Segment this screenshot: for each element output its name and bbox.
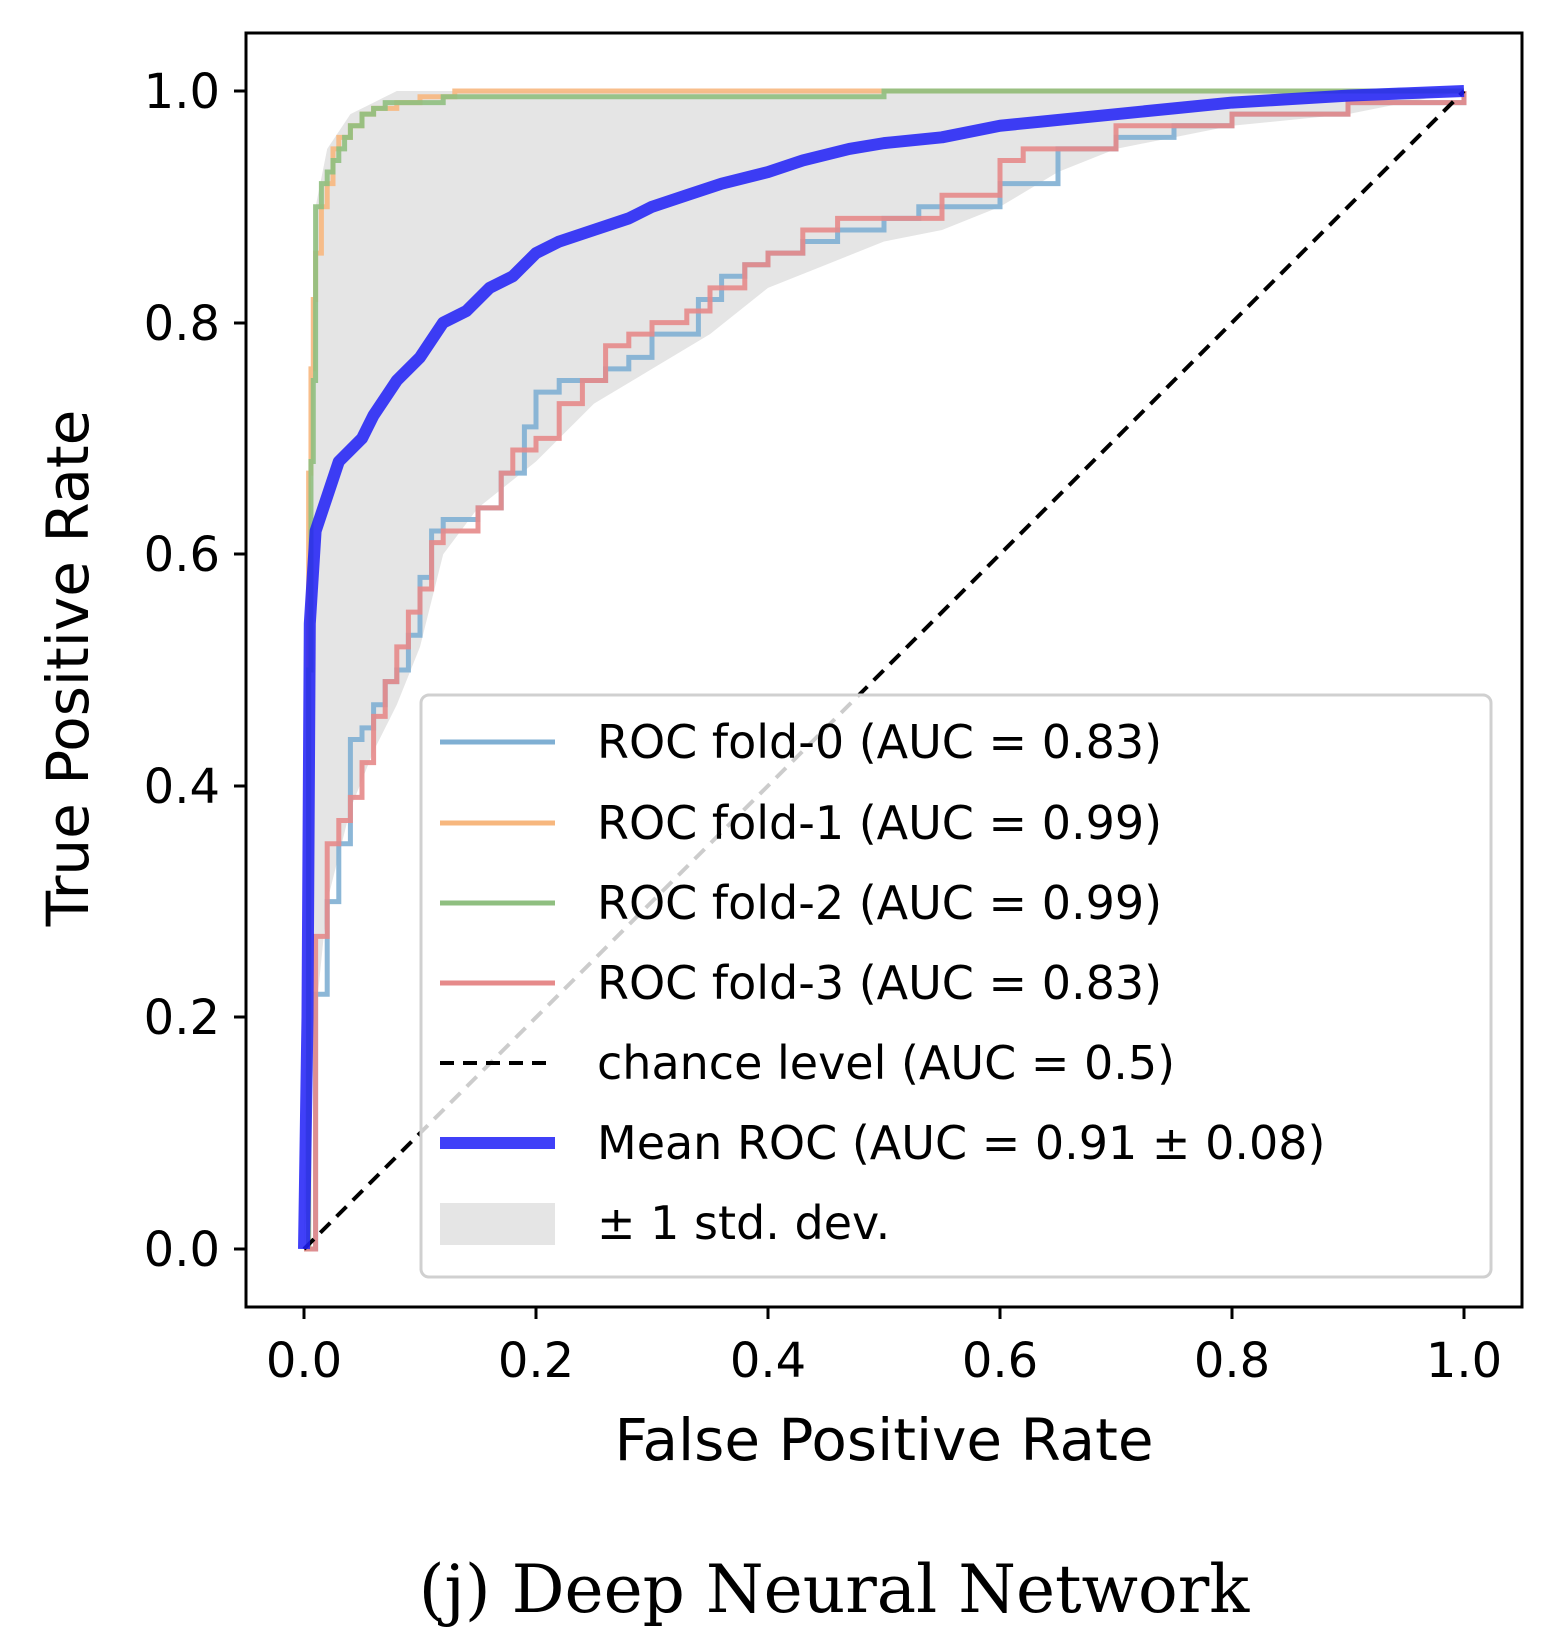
roc-fold-2-line xyxy=(304,88,1464,1252)
y-tick-label: 1.0 xyxy=(144,64,220,120)
x-tick-label: 0.0 xyxy=(266,1333,342,1389)
x-tick-label: 1.0 xyxy=(1426,1333,1502,1389)
legend-label-fold-2: ROC fold-2 (AUC = 0.99) xyxy=(597,876,1162,930)
x-tick-label: 0.2 xyxy=(498,1333,574,1389)
y-tick-label: 0.8 xyxy=(144,296,220,352)
legend-label-mean: Mean ROC (AUC = 0.91 ± 0.08) xyxy=(597,1116,1325,1170)
x-axis: 0.0 0.2 0.4 0.6 0.8 1.0 False Positive R… xyxy=(266,1307,1502,1474)
y-tick-label: 0.0 xyxy=(144,1222,220,1278)
x-axis-label: False Positive Rate xyxy=(614,1406,1153,1474)
legend-label-fold-3: ROC fold-3 (AUC = 0.83) xyxy=(597,956,1162,1010)
chance-level-line xyxy=(302,89,1466,1251)
x-tick-label: 0.8 xyxy=(1194,1333,1270,1389)
y-tick-label: 0.6 xyxy=(144,527,220,583)
axes-frame xyxy=(244,31,1524,1309)
x-tick-label: 0.6 xyxy=(962,1333,1038,1389)
y-axis: 0.0 0.2 0.4 0.6 0.8 1.0 True Positive Ra… xyxy=(34,64,246,1278)
roc-fold-3-line xyxy=(304,91,1467,1252)
legend-label-fold-0: ROC fold-0 (AUC = 0.83) xyxy=(597,715,1162,769)
y-axis-label: True Positive Rate xyxy=(34,410,102,928)
legend-label-std: ± 1 std. dev. xyxy=(597,1196,890,1250)
legend-label-fold-1: ROC fold-1 (AUC = 0.99) xyxy=(597,796,1162,850)
legend-swatch-std xyxy=(440,1203,555,1245)
x-tick-label: 0.4 xyxy=(730,1333,806,1389)
y-tick-label: 0.4 xyxy=(144,759,220,815)
y-tick-label: 0.2 xyxy=(144,990,220,1046)
mean-roc-line xyxy=(298,85,1465,1250)
figure-caption: (j) Deep Neural Network xyxy=(419,1551,1251,1628)
legend-box xyxy=(419,693,1493,1279)
legend-label-chance: chance level (AUC = 0.5) xyxy=(597,1036,1175,1090)
legend: ROC fold-0 (AUC = 0.83) ROC fold-1 (AUC … xyxy=(419,693,1493,1279)
